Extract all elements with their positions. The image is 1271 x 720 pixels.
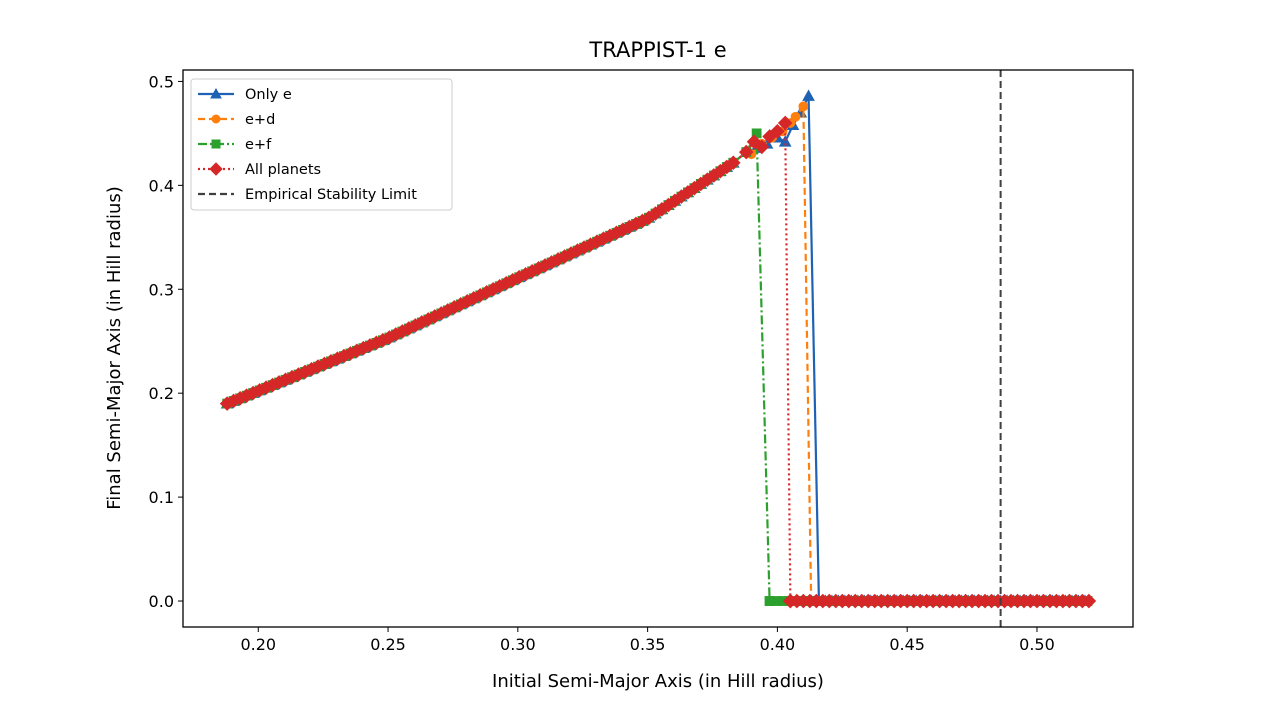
- data-point: [210, 87, 222, 99]
- y-tick-label: 0.1: [149, 488, 174, 507]
- axes-frame: [182, 69, 1134, 628]
- legend-label: Empirical Stability Limit: [245, 187, 417, 203]
- data-point: [1081, 593, 1097, 609]
- data-point: [790, 111, 801, 122]
- data-point: [802, 89, 815, 101]
- series-all-planets: [219, 115, 1097, 609]
- legend-label: e+d: [245, 112, 275, 128]
- data-point: [770, 124, 785, 139]
- x-tick-label: 0.20: [240, 635, 276, 654]
- chart-title: TRAPPIST-1 e: [588, 38, 726, 62]
- x-tick-label: 0.40: [760, 635, 796, 654]
- data-point: [738, 144, 754, 160]
- data-point: [725, 155, 741, 171]
- x-tick-label: 0.50: [1019, 635, 1055, 654]
- data-point: [209, 162, 223, 176]
- y-tick-label: 0.2: [149, 384, 174, 403]
- x-axis-label: Initial Semi-Major Axis (in Hill radius): [492, 671, 824, 692]
- x-tick-label: 0.35: [630, 635, 666, 654]
- data-point: [211, 114, 221, 124]
- legend-label: Only e: [245, 87, 292, 103]
- legend-item: e+d: [198, 112, 275, 128]
- legend: Only e e+d e+f All planets Empirical Stabili…: [190, 78, 453, 211]
- x-tick-label: 0.45: [889, 635, 925, 654]
- y-tick-label: 0.5: [149, 72, 174, 91]
- data-point: [754, 139, 770, 155]
- legend-item: Only e: [198, 87, 292, 103]
- data-point: [777, 115, 793, 131]
- data-point: [798, 101, 809, 112]
- data-point: [778, 135, 792, 147]
- y-axis: 0.0 0.1 0.2 0.3 0.4 0.5: [149, 72, 183, 611]
- x-axis: 0.20 0.25 0.30 0.35 0.40 0.45 0.50: [240, 627, 1055, 654]
- y-tick-label: 0.3: [149, 280, 174, 299]
- legend-item: All planets: [198, 162, 321, 178]
- y-tick-label: 0.4: [149, 176, 174, 195]
- data-point: [211, 139, 221, 149]
- y-axis-label: Final Semi-Major Axis (in Hill radius): [104, 186, 125, 510]
- legend-box: [190, 78, 453, 211]
- legend-label: e+f: [245, 137, 272, 153]
- x-tick-label: 0.30: [500, 635, 536, 654]
- plot-area: [219, 70, 1097, 627]
- legend-label: All planets: [245, 162, 321, 178]
- legend-item: e+f: [198, 137, 272, 153]
- y-tick-label: 0.0: [149, 592, 174, 611]
- legend-item: Empirical Stability Limit: [198, 187, 417, 203]
- x-tick-label: 0.25: [370, 635, 406, 654]
